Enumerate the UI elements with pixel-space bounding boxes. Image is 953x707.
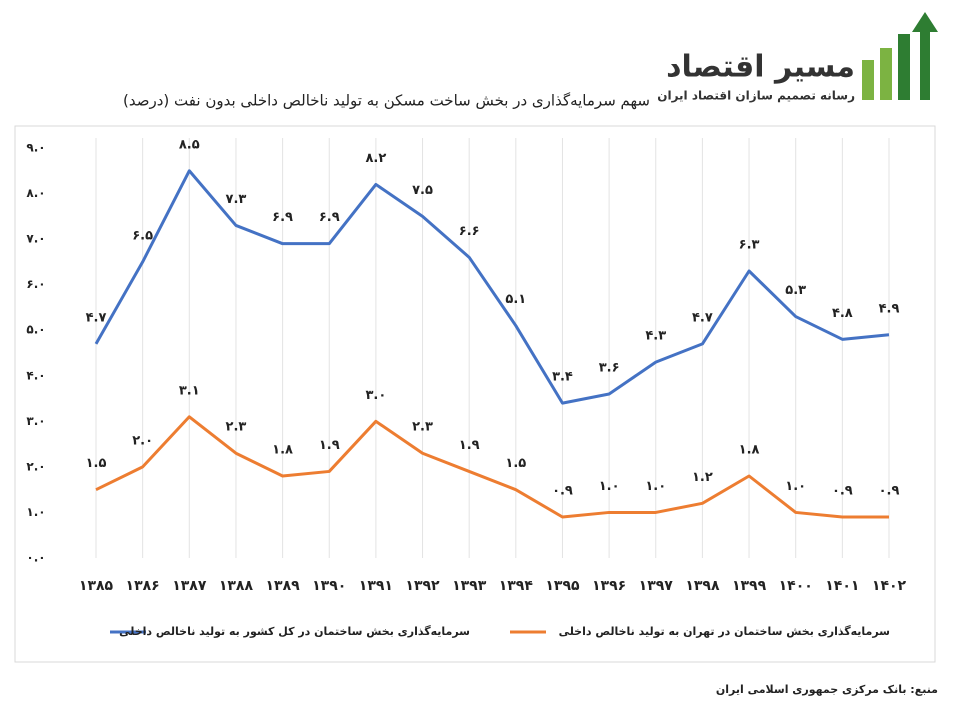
data-label: ۸.۵ (179, 137, 200, 152)
y-tick-label: ۹.۰ (26, 141, 45, 155)
data-label: ۶.۹ (319, 210, 340, 225)
x-tick-label: ۱۳۹۱ (359, 578, 393, 594)
data-label: ۱.۰ (599, 479, 620, 494)
data-label: ۳.۰ (365, 388, 386, 403)
data-label: ۱.۰ (645, 479, 666, 494)
series-line (95, 415, 889, 519)
legend-label: سرمایه‌گذاری بخش ساختمان در تهران به تول… (559, 625, 890, 638)
chart-title: سهم سرمایه‌گذاری در بخش ساخت مسکن به تول… (123, 92, 650, 110)
x-tick-label: ۱۳۹۲ (405, 578, 440, 594)
data-label: ۱.۵ (505, 456, 526, 471)
data-label: ۱.۹ (319, 438, 340, 453)
data-label: ۶.۵ (132, 228, 153, 243)
x-tick-label: ۱۳۹۸ (685, 578, 720, 594)
y-tick-label: ۸.۰ (26, 186, 45, 200)
data-label: ۳.۱ (179, 383, 200, 398)
y-tick-label: ۶.۰ (26, 277, 45, 291)
series-line (94, 169, 890, 405)
data-label: ۲.۳ (412, 420, 433, 435)
x-tick-label: ۱۴۰۱ (825, 578, 859, 594)
y-tick-label: ۴.۰ (26, 368, 45, 382)
data-label: ۰.۹ (552, 484, 573, 499)
data-label: ۴.۳ (645, 329, 666, 344)
data-label: ۵.۳ (785, 283, 806, 298)
data-label: ۲.۰ (132, 433, 153, 448)
logo: مسیر اقتصاد رسانه تصمیم سازان اقتصاد ایر… (657, 12, 938, 103)
x-tick-label: ۱۳۸۷ (172, 578, 207, 594)
x-tick-label: ۱۳۸۶ (126, 578, 160, 594)
data-label: ۳.۶ (599, 361, 620, 376)
x-tick-label: ۱۳۹۴ (499, 578, 534, 594)
x-tick-label: ۱۳۸۸ (219, 578, 254, 594)
x-tick-label: ۱۳۹۹ (732, 578, 767, 594)
y-tick-label: ۱.۰ (26, 505, 45, 519)
data-label: ۵.۱ (505, 292, 526, 307)
logo-tagline: رسانه تصمیم سازان اقتصاد ایران (657, 89, 855, 103)
data-label: ۲.۳ (226, 420, 247, 435)
x-tick-label: ۱۳۸۹ (265, 578, 300, 594)
data-label: ۱.۹ (459, 438, 480, 453)
x-tick-label: ۱۳۹۷ (639, 578, 674, 594)
data-label: ۰.۹ (879, 484, 900, 499)
x-tick-label: ۱۳۹۵ (545, 578, 580, 594)
x-tick-label: ۱۳۹۳ (452, 578, 487, 594)
data-label: ۱.۸ (739, 443, 760, 458)
data-label: ۷.۵ (412, 183, 433, 198)
data-label: ۰.۹ (832, 484, 853, 499)
data-label: ۸.۲ (365, 151, 386, 166)
data-label: ۱.۲ (692, 470, 713, 485)
y-tick-label: ۰.۰ (26, 551, 45, 565)
data-label: ۴.۷ (692, 310, 713, 325)
logo-name: مسیر اقتصاد (666, 50, 855, 85)
x-tick-label: ۱۳۸۵ (79, 578, 114, 594)
data-label: ۴.۸ (832, 306, 853, 321)
data-label: ۱.۵ (86, 456, 107, 471)
data-label: ۶.۹ (272, 210, 293, 225)
x-tick-label: ۱۳۹۶ (592, 578, 626, 594)
x-tick-label: ۱۳۹۰ (312, 578, 346, 594)
x-tick-label: ۱۴۰۲ (872, 578, 907, 594)
y-tick-label: ۳.۰ (26, 414, 45, 428)
x-tick-label: ۱۴۰۰ (779, 578, 813, 594)
y-tick-label: ۷.۰ (26, 232, 45, 246)
source: منبع: بانک مرکزی جمهوری اسلامی ایران (716, 683, 938, 696)
data-label: ۱.۸ (272, 443, 293, 458)
y-tick-label: ۵.۰ (26, 323, 45, 337)
plot-frame (14, 125, 936, 663)
data-label: ۷.۳ (226, 192, 247, 207)
legend-label: سرمایه‌گذاری بخش ساختمان در کل کشور به ت… (119, 625, 470, 638)
data-label: ۱.۰ (785, 479, 806, 494)
data-label: ۶.۶ (459, 224, 480, 239)
data-label: ۶.۳ (739, 238, 760, 253)
data-label: ۴.۷ (86, 310, 107, 325)
data-label: ۳.۴ (552, 370, 573, 385)
y-tick-label: ۲.۰ (26, 459, 45, 473)
data-label: ۴.۹ (879, 301, 900, 316)
